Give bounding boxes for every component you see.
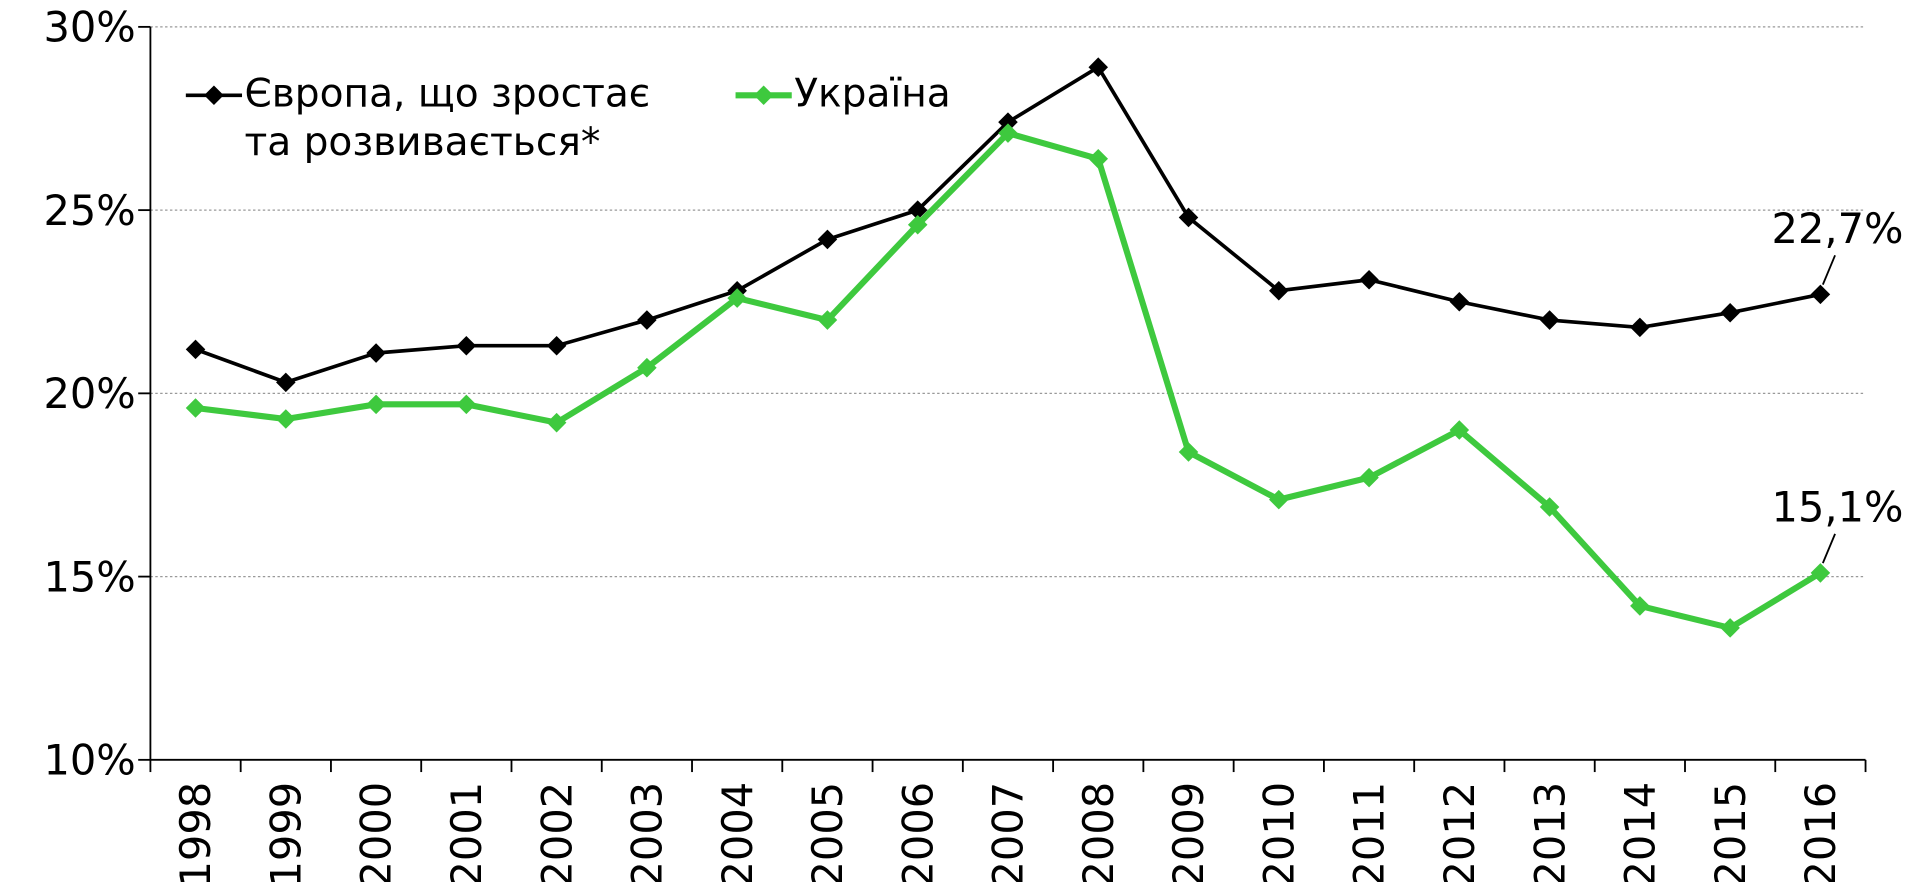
point-marker [546, 335, 567, 356]
point-marker [1449, 420, 1470, 440]
point-marker [907, 200, 928, 220]
point-marker [1088, 57, 1109, 77]
point-marker [276, 409, 296, 429]
x-tick-label: 1998 [171, 782, 220, 882]
y-tick-label: 25% [43, 186, 135, 235]
x-tick-label: 2011 [1345, 782, 1394, 882]
label-leader [1822, 254, 1836, 285]
x-tick-label: 2009 [1164, 782, 1213, 882]
legend: Європа, що зростає та розвивається* Украї… [183, 68, 1038, 166]
point-marker [276, 372, 296, 393]
x-tick-label: 2013 [1525, 782, 1574, 882]
legend-key [185, 85, 243, 106]
x-tick-label: 2010 [1254, 782, 1303, 882]
point-marker [907, 215, 928, 235]
point-marker [1720, 302, 1740, 323]
legend-item: Україна [733, 68, 951, 117]
x-tick-label: 2008 [1074, 782, 1123, 882]
legend-item: Європа, що зростає та розвивається* [183, 68, 708, 166]
legend-label: Україна [794, 69, 951, 117]
x-tick-label: 2014 [1616, 782, 1665, 882]
point-marker [1810, 284, 1831, 305]
point-marker [637, 357, 657, 378]
point-marker [366, 343, 386, 363]
data-label: 15,1% [1772, 483, 1904, 532]
point-marker [546, 412, 567, 433]
y-tick-label: 15% [43, 552, 135, 601]
label-leader [1822, 533, 1836, 564]
point-marker [366, 394, 386, 415]
point-marker [1269, 280, 1289, 301]
x-tick-label: 2006 [893, 782, 942, 882]
point-marker [637, 310, 657, 330]
series-line [195, 129, 1822, 632]
y-tick-label: 30% [43, 3, 135, 52]
point-marker [1449, 291, 1470, 312]
x-tick-label: 1999 [261, 782, 310, 882]
point-marker [1359, 269, 1379, 290]
x-tick-label: 2015 [1706, 782, 1755, 882]
x-tick-label: 2007 [984, 782, 1033, 882]
legend-label: Європа, що зростає та розвивається* [244, 69, 651, 165]
point-marker [817, 229, 838, 250]
x-tick-label: 2016 [1796, 782, 1845, 882]
x-tick-label: 2001 [442, 782, 491, 882]
point-marker [1539, 310, 1560, 330]
point-marker [1359, 467, 1379, 488]
x-tick-label: 2002 [532, 782, 581, 882]
x-tick-label: 2005 [803, 782, 852, 882]
x-tick-label: 2003 [623, 782, 672, 882]
point-marker [727, 288, 747, 308]
point-marker [1720, 618, 1740, 638]
legend-box: Європа, що зростає та розвивається* Украї… [183, 68, 1038, 166]
point-marker [185, 398, 206, 418]
point-marker [185, 339, 206, 360]
point-marker [1630, 317, 1650, 338]
y-tick-label: 20% [43, 369, 135, 418]
legend-marker [204, 85, 224, 106]
x-tick-label: 2000 [352, 782, 401, 882]
point-marker [456, 394, 477, 415]
legend-key [735, 85, 792, 106]
x-tick-label: 2004 [713, 782, 762, 882]
point-marker [456, 335, 477, 356]
data-label: 22,7% [1772, 204, 1904, 253]
x-tick-label: 2012 [1435, 782, 1484, 882]
y-tick-label: 10% [43, 735, 135, 784]
point-marker [1088, 149, 1109, 169]
legend-marker [753, 85, 774, 106]
